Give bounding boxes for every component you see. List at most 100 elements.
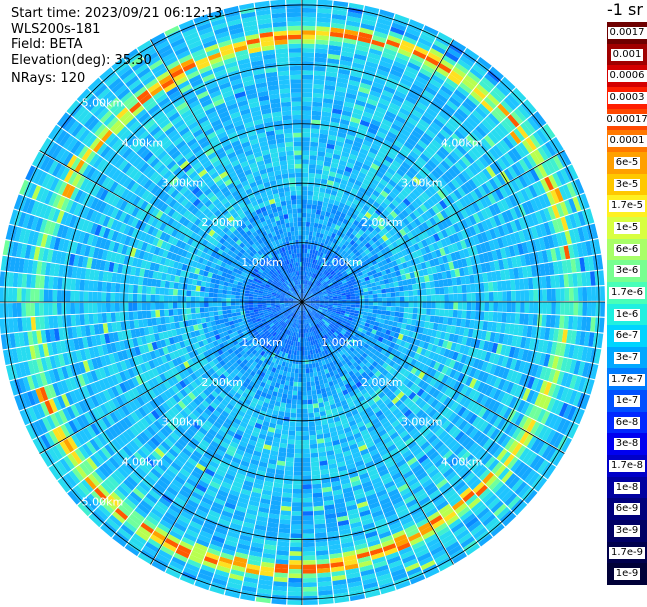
range-gate	[279, 442, 288, 449]
range-gate	[209, 586, 225, 595]
range-gate	[364, 135, 374, 143]
range-gate	[528, 289, 534, 302]
range-gate	[374, 135, 385, 143]
range-gate	[453, 189, 463, 200]
range-gate	[428, 386, 437, 396]
range-gate	[466, 457, 478, 469]
range-gate	[249, 364, 255, 371]
range-gate	[278, 528, 291, 534]
range-gate	[448, 309, 454, 318]
range-gate	[403, 409, 413, 418]
range-gate	[369, 123, 380, 131]
range-gate	[456, 318, 462, 327]
range-gate	[352, 355, 359, 362]
range-gate	[329, 467, 339, 474]
range-gate	[526, 452, 538, 467]
range-gate	[352, 270, 358, 276]
range-gate	[546, 249, 553, 263]
range-gate	[347, 196, 355, 203]
range-gate	[322, 292, 328, 295]
range-gate	[399, 340, 406, 347]
range-gate	[389, 564, 405, 573]
range-gate	[421, 308, 427, 315]
range-gate	[382, 274, 388, 280]
range-gate	[321, 111, 332, 118]
range-gate	[362, 194, 370, 201]
range-gate	[408, 330, 414, 338]
range-gate	[314, 218, 320, 224]
range-gate	[320, 388, 327, 394]
range-gate	[328, 297, 333, 300]
range-gate	[336, 264, 342, 270]
range-gate	[375, 281, 381, 286]
range-gate	[360, 251, 367, 258]
range-gate	[495, 403, 505, 415]
range-gate	[422, 149, 433, 160]
range-gate	[196, 538, 210, 548]
range-gate	[302, 506, 313, 512]
range-gate	[401, 249, 408, 257]
range-gate	[310, 299, 316, 301]
range-gate	[521, 349, 529, 362]
range-gate	[456, 221, 465, 231]
range-gate	[260, 350, 266, 357]
range-gate	[536, 408, 547, 423]
range-gate	[313, 70, 326, 76]
range-gate	[336, 367, 343, 374]
range-gate	[373, 377, 381, 385]
range-gate	[393, 265, 400, 272]
range-gate	[302, 551, 316, 556]
range-gate	[500, 100, 514, 114]
range-gate	[298, 333, 301, 338]
range-gate	[498, 259, 505, 270]
range-gate	[331, 18, 346, 25]
range-gate	[336, 352, 342, 358]
range-gate	[319, 379, 324, 385]
range-gate	[223, 395, 232, 403]
range-gate	[415, 101, 428, 111]
range-gate	[302, 293, 304, 298]
range-gate	[460, 276, 466, 285]
range-gate	[452, 260, 459, 269]
range-gate	[215, 527, 228, 536]
range-gate	[272, 391, 278, 397]
range-gate	[317, 322, 322, 328]
range-gate	[302, 377, 307, 383]
range-gate	[381, 288, 387, 294]
range-gate	[313, 88, 324, 94]
range-gate	[310, 457, 319, 463]
range-gate	[307, 190, 314, 196]
range-gate	[420, 441, 431, 451]
range-gate	[335, 140, 345, 147]
range-gate	[363, 254, 370, 261]
range-gate	[408, 296, 414, 302]
range-gate	[304, 284, 307, 290]
range-gate	[395, 302, 400, 307]
range-gate	[431, 74, 445, 85]
range-gate	[327, 273, 332, 279]
range-gate	[397, 251, 404, 259]
range-gate	[154, 526, 169, 538]
range-gate	[315, 343, 320, 349]
range-gate	[379, 60, 393, 69]
range-gate	[417, 302, 423, 308]
range-gate	[302, 12, 317, 18]
range-gate	[405, 388, 413, 397]
range-gate	[332, 218, 338, 225]
range-gate	[351, 525, 364, 533]
range-gate	[391, 568, 406, 578]
range-gate	[309, 327, 312, 333]
range-gate	[306, 303, 311, 306]
range-gate	[309, 345, 313, 351]
range-gate	[433, 118, 445, 129]
range-gate	[228, 425, 238, 433]
range-gate	[328, 295, 333, 298]
range-gate	[212, 436, 222, 445]
range-gate	[356, 421, 365, 428]
range-gate	[383, 409, 392, 417]
range-gate	[366, 315, 372, 321]
range-gate	[480, 263, 487, 273]
range-gate	[297, 324, 300, 329]
range-gate	[304, 310, 307, 315]
range-gate	[469, 113, 481, 125]
